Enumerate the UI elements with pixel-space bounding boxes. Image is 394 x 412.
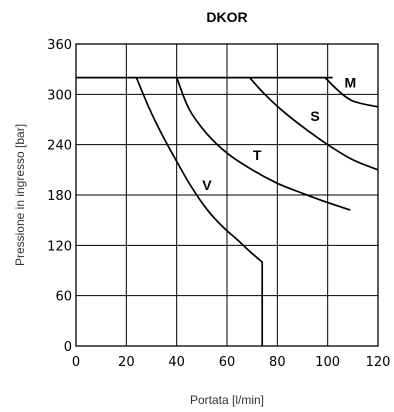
curve-m	[324, 76, 379, 108]
x-tick-label: 60	[219, 355, 236, 370]
y-tick-label: 300	[47, 88, 72, 103]
tick-labels: 0 20 40 60 80 100 120 0 60 120 180 240 300 360	[47, 38, 390, 370]
x-tick-label: 80	[269, 355, 286, 370]
y-tick-label: 180	[47, 189, 72, 204]
x-tick-label: 100	[315, 355, 340, 370]
x-tick-label: 20	[118, 355, 135, 370]
curve-label-t: T	[253, 147, 262, 163]
y-axis-label: Pressione in ingresso [bar]	[13, 124, 27, 266]
grid-lines	[76, 44, 378, 346]
x-tick-label: 0	[72, 355, 80, 370]
x-axis-label: Portata [l/min]	[190, 393, 264, 407]
x-tick-label: 40	[168, 355, 185, 370]
x-tick-label: 120	[366, 355, 391, 370]
curve-label-m: M	[344, 75, 356, 91]
curve-label-s: S	[310, 108, 319, 124]
curve-s	[248, 77, 379, 171]
y-tick-label: 120	[47, 239, 72, 254]
curve-label-v: V	[202, 177, 212, 193]
y-tick-label: 360	[47, 38, 72, 53]
plot-frame	[75, 43, 379, 347]
chart-title: DKOR	[206, 9, 247, 25]
curve-v	[135, 77, 264, 346]
y-tick-label: 60	[55, 290, 72, 305]
curves: V T S M	[76, 75, 379, 346]
curve-t	[175, 77, 351, 211]
y-tick-label: 0	[64, 340, 72, 355]
y-tick-label: 240	[47, 139, 72, 154]
